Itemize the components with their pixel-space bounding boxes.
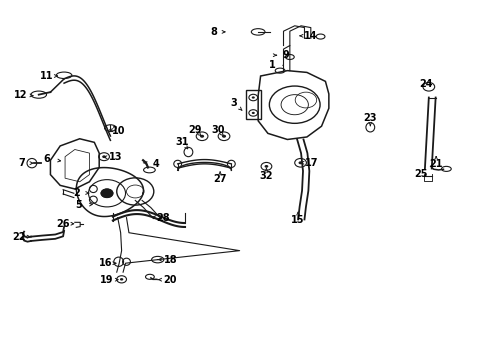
Text: 32: 32: [259, 171, 273, 181]
Text: 17: 17: [305, 158, 318, 168]
Text: 20: 20: [163, 275, 177, 285]
Circle shape: [264, 165, 268, 168]
Circle shape: [298, 161, 302, 164]
Text: 26: 26: [56, 219, 69, 229]
Text: 9: 9: [282, 50, 289, 60]
Text: 25: 25: [413, 168, 427, 179]
Circle shape: [251, 96, 254, 99]
Text: 21: 21: [428, 159, 442, 169]
Circle shape: [102, 155, 106, 158]
Text: 31: 31: [175, 138, 188, 147]
Text: 12: 12: [14, 90, 27, 100]
Text: 27: 27: [213, 174, 226, 184]
Text: 22: 22: [13, 232, 26, 242]
Text: 24: 24: [419, 79, 432, 89]
Text: 1: 1: [269, 60, 276, 70]
Text: 3: 3: [230, 98, 237, 108]
Circle shape: [120, 278, 123, 280]
Text: 28: 28: [156, 213, 169, 222]
Circle shape: [251, 112, 254, 114]
Text: 23: 23: [363, 113, 376, 123]
Circle shape: [101, 189, 113, 198]
Text: 2: 2: [73, 188, 80, 198]
Text: 14: 14: [303, 31, 316, 41]
Text: 16: 16: [99, 258, 112, 268]
Text: 11: 11: [40, 71, 54, 81]
Circle shape: [222, 135, 225, 138]
Text: 15: 15: [291, 215, 304, 225]
Text: 5: 5: [75, 200, 82, 210]
Text: 8: 8: [210, 27, 217, 37]
Text: 13: 13: [108, 152, 122, 162]
Text: 18: 18: [163, 255, 177, 265]
Circle shape: [200, 135, 203, 138]
Text: 30: 30: [210, 125, 224, 135]
Text: 10: 10: [112, 126, 126, 135]
Text: 7: 7: [18, 158, 25, 168]
Text: 4: 4: [152, 159, 159, 169]
Text: 6: 6: [43, 154, 50, 164]
Text: 29: 29: [187, 125, 201, 135]
Text: 19: 19: [100, 275, 114, 285]
